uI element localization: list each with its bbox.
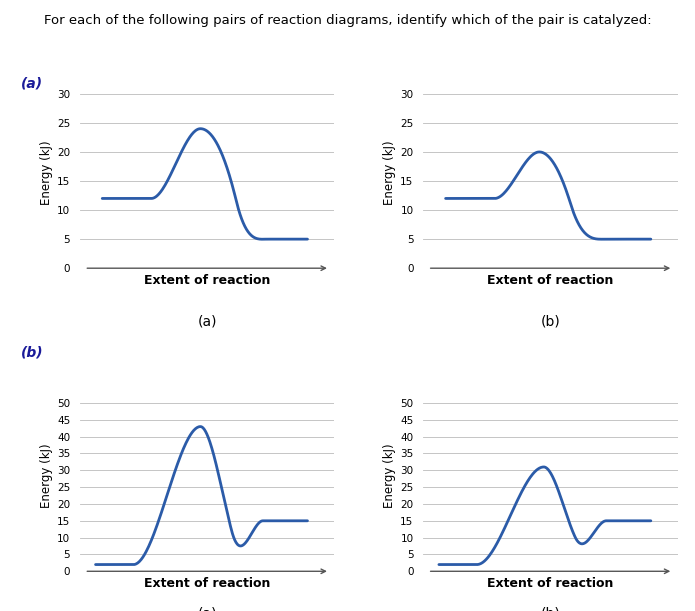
- X-axis label: Extent of reaction: Extent of reaction: [487, 577, 614, 590]
- X-axis label: Extent of reaction: Extent of reaction: [144, 577, 270, 590]
- Text: For each of the following pairs of reaction diagrams, identify which of the pair: For each of the following pairs of react…: [44, 14, 651, 27]
- Text: (b): (b): [21, 345, 44, 359]
- X-axis label: Extent of reaction: Extent of reaction: [144, 274, 270, 287]
- Text: (b): (b): [541, 606, 560, 611]
- Y-axis label: Energy (kJ): Energy (kJ): [40, 443, 53, 508]
- Y-axis label: Energy (kJ): Energy (kJ): [383, 443, 396, 508]
- Text: (b): (b): [541, 315, 560, 329]
- Y-axis label: Energy (kJ): Energy (kJ): [383, 140, 396, 205]
- Text: (a): (a): [197, 315, 217, 329]
- Text: (a): (a): [197, 606, 217, 611]
- Text: (a): (a): [21, 76, 43, 90]
- Y-axis label: Energy (kJ): Energy (kJ): [40, 140, 53, 205]
- X-axis label: Extent of reaction: Extent of reaction: [487, 274, 614, 287]
